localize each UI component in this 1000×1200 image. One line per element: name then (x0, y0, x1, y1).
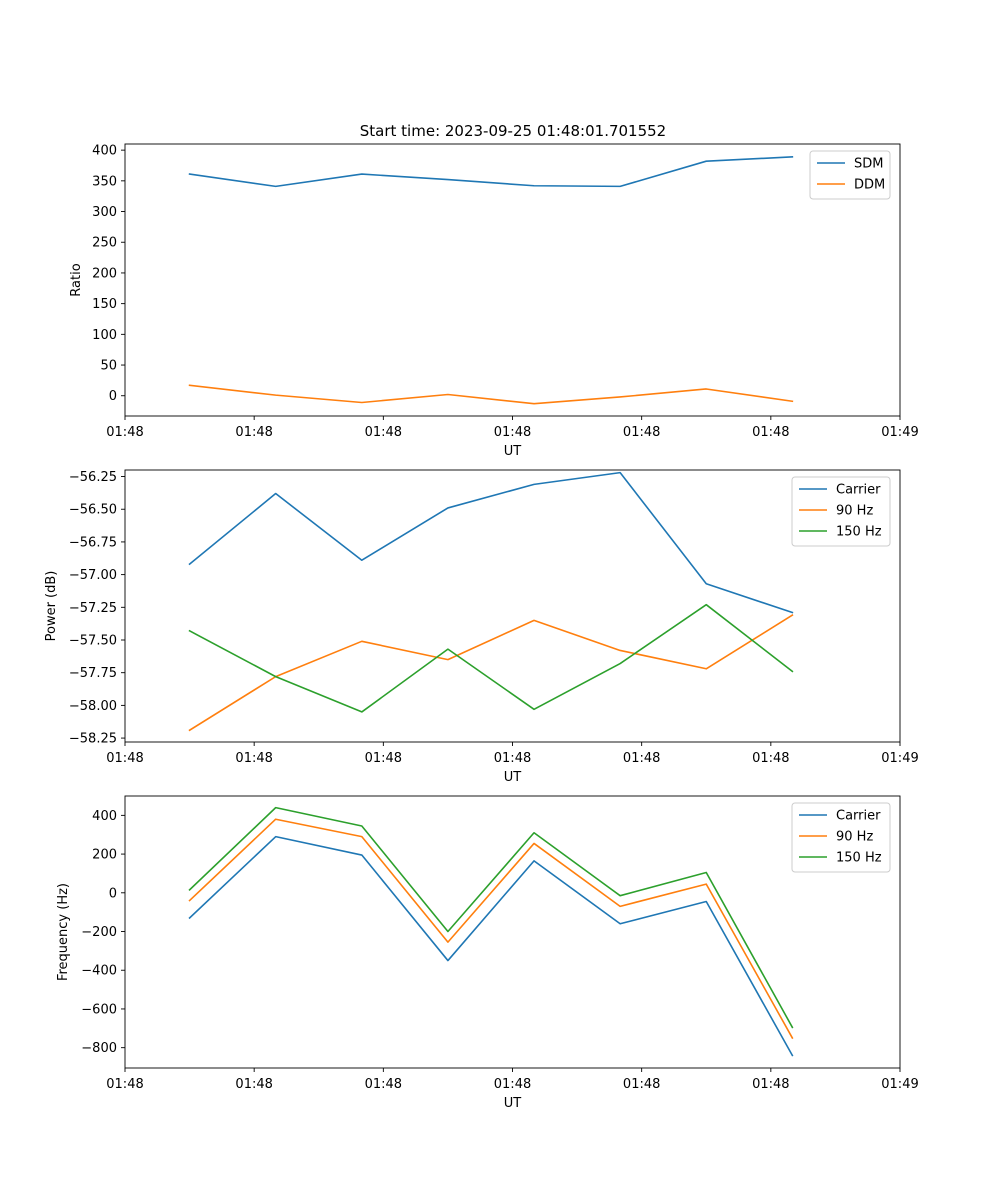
power-y-tick-label: −56.25 (69, 470, 117, 485)
frequency-series-line-90-hz (188, 818, 794, 1040)
frequency-legend-label: 90 Hz (836, 830, 873, 845)
power-panel: 01:48 01:48 01:48 01:48 01:48 01:48 01:49 −56.2… (44, 469, 919, 785)
power-y-tick-label: −57.25 (69, 601, 117, 616)
power-y-tick-label: −57.50 (69, 634, 117, 649)
frequency-y-tick-label: 0 (109, 886, 117, 901)
ratio-y-tick-label: 250 (92, 236, 117, 251)
power-x-axis-label: UT (504, 770, 522, 785)
chart-title: Start time: 2023-09-25 01:48:01.701552 (360, 122, 666, 140)
power-y-tick-label: −58.25 (69, 732, 117, 747)
ratio-series-line-ddm (188, 384, 794, 405)
ratio-legend-label: SDM (854, 157, 883, 172)
frequency-x-tick-label: 01:48 (106, 1077, 143, 1092)
ratio-x-tick-label: 01:49 (881, 425, 918, 440)
ratio-y-axis-label: Ratio (69, 263, 84, 296)
power-x-tick-label: 01:48 (106, 751, 143, 766)
ratio-y-tick-label: 150 (92, 297, 117, 312)
power-y-axis-label: Power (dB) (44, 571, 59, 642)
frequency-y-axis-label: Frequency (Hz) (56, 883, 71, 981)
power-legend-label: Carrier (836, 483, 881, 498)
power-legend-box (791, 476, 891, 547)
power-y-tick-label: −58.00 (69, 699, 117, 714)
power-y-tick-label: −57.00 (69, 568, 117, 583)
frequency-series-line-150-hz (188, 806, 794, 1029)
ratio-x-tick-label: 01:48 (235, 425, 272, 440)
power-legend-label: 90 Hz (836, 504, 873, 519)
frequency-y-tick-label: −800 (81, 1041, 117, 1056)
frequency-x-tick-label: 01:48 (494, 1077, 531, 1092)
frequency-y-tick-label: 400 (92, 809, 117, 824)
ratio-y-tick-label: 300 (92, 205, 117, 220)
ratio-legend-label: DDM (854, 178, 885, 193)
frequency-x-tick-label: 01:48 (752, 1077, 789, 1092)
ratio-x-tick-label: 01:48 (365, 425, 402, 440)
power-x-tick-label: 01:48 (494, 751, 531, 766)
power-series-line-carrier (188, 471, 794, 614)
ratio-x-tick-label: 01:48 (623, 425, 660, 440)
power-x-tick-label: 01:49 (881, 751, 918, 766)
power-x-tick-label: 01:48 (623, 751, 660, 766)
power-legend: Carrier 90 Hz 150 Hz (791, 476, 891, 547)
power-series-line-90-hz (188, 614, 794, 732)
frequency-x-axis-label: UT (504, 1096, 522, 1111)
frequency-legend-box (791, 802, 891, 873)
ratio-panel: 01:48 01:48 01:48 01:48 01:48 01:48 01:49 0 50 10… (69, 143, 919, 459)
power-series-line-150-hz (188, 603, 794, 713)
frequency-x-tick-label: 01:48 (365, 1077, 402, 1092)
power-x-tick-label: 01:48 (235, 751, 272, 766)
frequency-panel: 01:48 01:48 01:48 01:48 01:48 01:48 01:49 400 20… (56, 795, 919, 1111)
ratio-series-line-sdm (188, 156, 794, 188)
frequency-x-tick-label: 01:49 (881, 1077, 918, 1092)
power-y-tick-label: −57.75 (69, 666, 117, 681)
power-x-tick-label: 01:48 (365, 751, 402, 766)
power-y-tick-label: −56.75 (69, 535, 117, 550)
power-legend-label: 150 Hz (836, 525, 882, 540)
ratio-y-tick-label: 0 (109, 389, 117, 404)
ratio-x-tick-label: 01:48 (106, 425, 143, 440)
frequency-legend-label: Carrier (836, 809, 881, 824)
frequency-series-line-carrier (188, 835, 794, 1057)
frequency-legend-label: 150 Hz (836, 851, 882, 866)
frequency-y-tick-label: −200 (81, 925, 117, 940)
frequency-x-tick-label: 01:48 (235, 1077, 272, 1092)
power-x-tick-label: 01:48 (752, 751, 789, 766)
ratio-y-tick-label: 400 (92, 144, 117, 159)
ratio-y-tick-label: 350 (92, 174, 117, 189)
ratio-y-tick-label: 50 (100, 359, 117, 374)
ratio-legend: SDM DDM (809, 150, 891, 200)
ratio-x-tick-label: 01:48 (752, 425, 789, 440)
frequency-y-tick-label: −600 (81, 1002, 117, 1017)
power-y-tick-label: −56.50 (69, 503, 117, 518)
frequency-legend: Carrier 90 Hz 150 Hz (791, 802, 891, 873)
ratio-x-axis-label: UT (504, 444, 522, 459)
frequency-y-tick-label: −400 (81, 964, 117, 979)
frequency-y-tick-label: 200 (92, 848, 117, 863)
ratio-y-tick-label: 200 (92, 266, 117, 281)
ratio-y-tick-label: 100 (92, 328, 117, 343)
frequency-x-tick-label: 01:48 (623, 1077, 660, 1092)
ratio-x-tick-label: 01:48 (494, 425, 531, 440)
